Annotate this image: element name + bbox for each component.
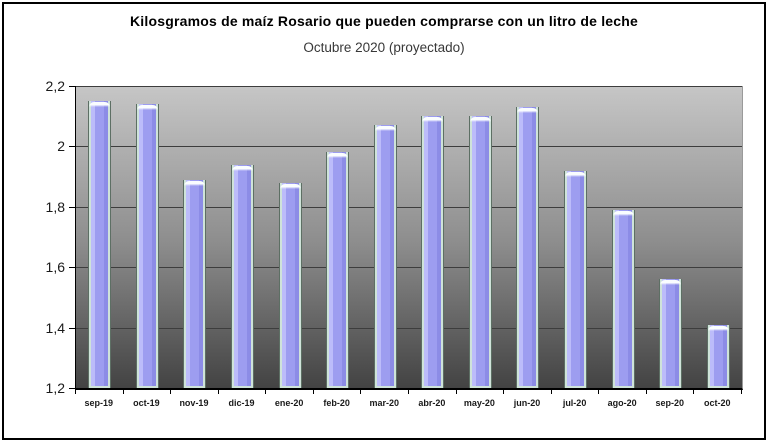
bar-feb-20 xyxy=(326,152,350,388)
bar-slot-sep-19 xyxy=(76,86,124,388)
x-axis-tick xyxy=(503,388,505,394)
bar-slot-jul-20 xyxy=(552,86,600,389)
bar-oct-20 xyxy=(706,324,730,389)
x-axis-label-ene-20: ene-20 xyxy=(274,398,304,408)
y-axis-tick xyxy=(69,86,75,87)
y-axis-label: 2,2 xyxy=(45,78,65,94)
x-axis-tick xyxy=(122,388,124,394)
x-axis-label-may-20: may-20 xyxy=(463,398,495,408)
x-axis-label-jul-20: jul-20 xyxy=(562,398,587,408)
bar-jul-20 xyxy=(564,170,588,389)
x-axis-label-abr-20: abr-20 xyxy=(418,398,446,408)
x-axis-label-oct-19: oct-19 xyxy=(133,398,160,408)
gridline xyxy=(76,146,742,148)
bar-nov-19 xyxy=(183,179,207,389)
x-axis-tick xyxy=(265,388,267,394)
x-axis-tick xyxy=(455,388,457,394)
bar-slot-jun-20 xyxy=(504,86,552,388)
bar-abr-20 xyxy=(421,116,445,388)
bar-sep-19 xyxy=(88,101,112,388)
y-axis-tick xyxy=(69,327,75,329)
bar-slot-nov-19 xyxy=(171,86,219,389)
x-axis-label-mar-20: mar-20 xyxy=(369,398,400,408)
bar-ene-20 xyxy=(278,182,302,389)
x-axis-tick xyxy=(170,388,172,394)
bar-may-20 xyxy=(468,116,492,388)
bar-slot-oct-19 xyxy=(124,86,172,388)
x-axis-tick xyxy=(741,388,742,394)
y-axis-label: 1,4 xyxy=(45,319,65,336)
x-axis-label-jun-20: jun-20 xyxy=(513,398,541,408)
gridline xyxy=(76,206,742,208)
x-axis-tick xyxy=(217,388,219,394)
y-axis-tick xyxy=(69,146,75,148)
bar-jun-20 xyxy=(516,107,540,388)
x-axis-label-nov-19: nov-19 xyxy=(179,398,209,408)
x-axis-label-oct-20: oct-20 xyxy=(704,398,731,408)
x-axis-label-feb-20: feb-20 xyxy=(323,398,350,408)
y-axis-tick xyxy=(69,267,75,269)
chart-subtitle: Octubre 2020 (proyectado) xyxy=(303,40,465,55)
y-axis-tick xyxy=(69,388,75,389)
x-axis-tick xyxy=(75,388,76,394)
x-axis-tick xyxy=(550,388,552,394)
bar-slot-oct-20 xyxy=(695,86,743,389)
x-axis-tick xyxy=(312,388,314,394)
x-axis-label-dic-19: dic-19 xyxy=(228,398,255,408)
bar-slot-ene-20 xyxy=(266,86,314,389)
bar-slot-feb-20 xyxy=(314,86,362,388)
y-axis-tick xyxy=(69,206,75,208)
x-axis-label-sep-19: sep-19 xyxy=(84,398,114,408)
x-axis-tick xyxy=(645,388,647,394)
gridline xyxy=(76,327,742,329)
bar-slot-sep-20 xyxy=(647,86,695,388)
bar-slot-ago-20 xyxy=(599,86,647,389)
bar-slot-may-20 xyxy=(457,86,505,388)
bar-ago-20 xyxy=(611,209,635,389)
y-axis-label: 1,6 xyxy=(45,259,65,276)
bar-slot-dic-19 xyxy=(219,86,267,389)
x-axis-tick xyxy=(408,388,409,394)
bar-oct-19 xyxy=(135,104,159,388)
bar-dic-19 xyxy=(231,164,255,389)
y-axis-label: 2 xyxy=(57,138,65,155)
bars-container xyxy=(76,86,743,389)
x-axis-label-sep-20: sep-20 xyxy=(655,398,684,408)
chart-title: Kilosgramos de maíz Rosario que pueden c… xyxy=(129,13,638,29)
x-axis-labels: sep-19 oct-19 nov-19 dic-19 ene-20 feb-20 mar-… xyxy=(75,398,741,409)
bar-slot-abr-20 xyxy=(409,86,457,388)
plot-area xyxy=(75,86,743,390)
bar-slot-mar-20 xyxy=(361,86,409,388)
gridline xyxy=(76,267,742,269)
gridline xyxy=(76,86,742,87)
x-axis-label-ago-20: ago-20 xyxy=(607,398,637,408)
bar-mar-20 xyxy=(373,125,397,388)
y-axis-label: 1,2 xyxy=(45,380,65,396)
x-axis-tick xyxy=(360,388,362,394)
bar-sep-20 xyxy=(659,279,683,388)
y-axis-label: 1,8 xyxy=(45,198,65,215)
x-axis-tick xyxy=(693,388,695,394)
x-axis-tick xyxy=(598,388,600,394)
